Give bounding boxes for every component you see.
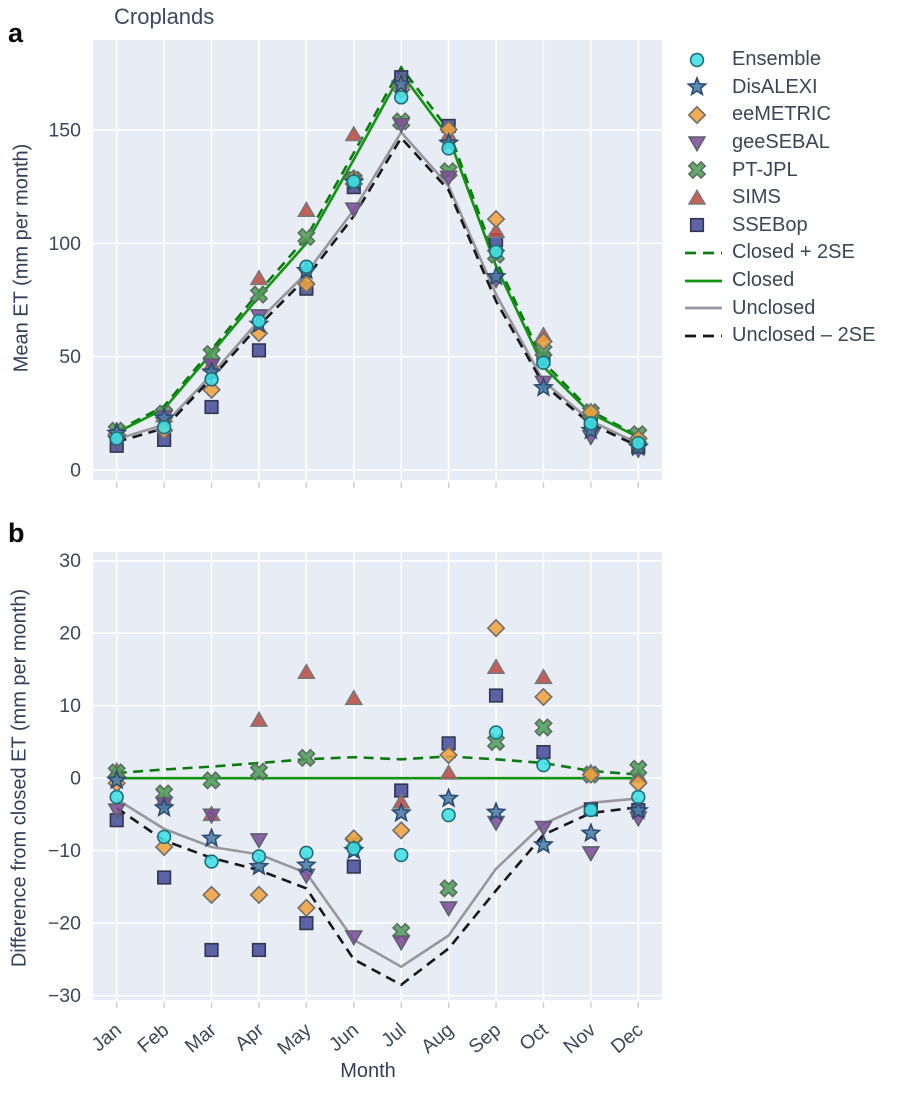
legend-item-eemetric: eeMETRIC [684, 101, 875, 129]
x-tick-labels: Jan Feb Mar Apr May Jun Jul Aug Sep Oct Nov Dec [88, 1019, 648, 1060]
svg-text:−10: −10 [48, 840, 81, 862]
legend-label: SIMS [732, 186, 781, 209]
svg-text:−30: −30 [48, 985, 81, 1007]
series-Ensemble [109, 90, 646, 451]
y-tick-labels: 0 50 100 150 [48, 120, 81, 482]
plot-background [93, 40, 662, 480]
svg-text:10: 10 [59, 695, 81, 717]
legend-label: SSEBop [732, 213, 808, 236]
closed-icon [685, 279, 722, 282]
legend-item-ensemble: Ensemble [684, 46, 875, 74]
legend-label: Unclosed [732, 296, 816, 319]
pt-jpl-icon [687, 160, 707, 180]
legend-label: geeSEBAL [732, 131, 830, 154]
legend: Ensemble DisALEXI eeMETRIC geeSEBAL PT-JPL SI… [684, 46, 875, 350]
legend-item-unclosed-2se: Unclosed – 2SE [684, 322, 875, 350]
legend-item-pt-jpl: PT-JPL [684, 156, 875, 184]
ensemble-icon [689, 52, 705, 67]
legend-label: Ensemble [732, 48, 821, 71]
line-Closed + 2SE [116, 65, 639, 438]
series-Ensemble [109, 725, 646, 869]
svg-text:Nov: Nov [559, 1019, 600, 1058]
legend-label: Closed + 2SE [732, 241, 855, 264]
svg-text:−20: −20 [48, 913, 81, 935]
series-DisALEXI [106, 769, 649, 876]
svg-text:May: May [273, 1019, 316, 1060]
svg-text:30: 30 [59, 550, 81, 572]
legend-item-sims: SIMS [684, 184, 875, 212]
unclosed-icon [685, 306, 722, 310]
disalexi-icon [686, 76, 708, 97]
svg-text:Jun: Jun [325, 1019, 363, 1056]
svg-text:Apr: Apr [231, 1019, 269, 1056]
legend-item-geesebal: geeSEBAL [684, 129, 875, 157]
legend-label: eeMETRIC [732, 103, 831, 126]
panel-b-plot: 30 20 10 0 −10 −20 −30 Jan Feb Mar Apr May Jun Jul Aug… [48, 550, 662, 1060]
x-tick-marks [116, 482, 639, 488]
panel-a-label: a [8, 18, 24, 48]
eemetric-icon [687, 105, 707, 125]
sims-icon [687, 188, 707, 205]
legend-item-unclosed: Unclosed [684, 294, 875, 322]
svg-text:0: 0 [70, 768, 81, 790]
legend-item-closed: Closed [684, 267, 875, 295]
line-Unclosed – 2SE [115, 805, 639, 987]
line-Unclosed [116, 797, 639, 969]
unclosed-2se-icon [685, 334, 722, 338]
legend-label: PT-JPL [732, 158, 798, 181]
svg-text:Jul: Jul [377, 1019, 410, 1052]
line-Closed [116, 70, 639, 439]
y-tick-labels: 30 20 10 0 −10 −20 −30 [48, 550, 81, 1007]
series-eeMETRIC [107, 618, 648, 918]
svg-text:0: 0 [70, 460, 81, 482]
x-axis-title: Month [340, 1060, 396, 1082]
legend-label: DisALEXI [732, 75, 818, 98]
legend-label: Closed [732, 269, 795, 292]
svg-text:50: 50 [59, 346, 81, 368]
svg-text:20: 20 [59, 623, 81, 645]
ssebop-icon [689, 218, 705, 233]
svg-text:Jan: Jan [88, 1019, 126, 1056]
svg-text:Dec: Dec [607, 1019, 648, 1058]
x-tick-marks [116, 1002, 639, 1008]
panel-b-label: b [8, 518, 25, 548]
svg-text:Sep: Sep [465, 1019, 506, 1058]
line-Unclosed [116, 130, 639, 445]
closed-2se-icon [685, 251, 722, 255]
legend-label: Unclosed – 2SE [732, 324, 876, 347]
svg-text:Oct: Oct [515, 1019, 553, 1056]
svg-text:Aug: Aug [417, 1019, 458, 1058]
legend-item-closed-2se: Closed + 2SE [684, 239, 875, 267]
line-Closed + 2SE [116, 755, 639, 776]
legend-item-ssebop: SSEBop [684, 212, 875, 240]
line-Unclosed – 2SE [116, 135, 639, 448]
plot-background [93, 552, 662, 1000]
svg-text:Feb: Feb [133, 1019, 173, 1058]
chart-title: Croplands [114, 4, 215, 29]
svg-text:100: 100 [48, 233, 81, 255]
svg-text:Mar: Mar [181, 1019, 221, 1058]
geesebal-icon [687, 135, 707, 152]
legend-item-disalexi: DisALEXI [684, 74, 875, 102]
panel-a-plot: 0 50 100 150 [48, 40, 662, 488]
svg-text:150: 150 [48, 120, 81, 142]
